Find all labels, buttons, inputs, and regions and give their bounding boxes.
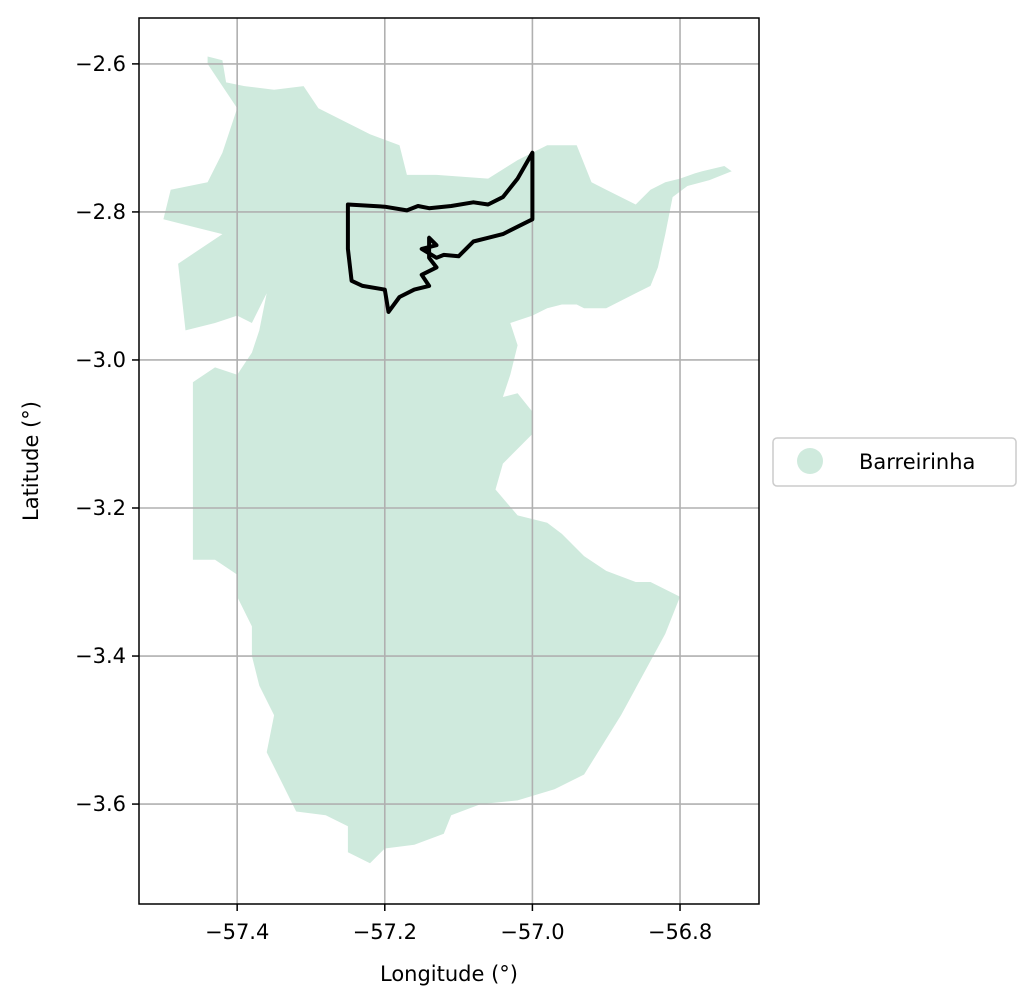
- gridlines: [139, 18, 759, 904]
- x-tick-label: −57.4: [205, 920, 269, 944]
- y-tick-label: −3.6: [75, 792, 126, 816]
- x-tick-label: −56.8: [648, 920, 712, 944]
- y-tick-label: −3.4: [75, 644, 126, 668]
- x-tick-label: −57.0: [500, 920, 564, 944]
- legend-marker-barreirinha: [797, 448, 823, 474]
- legend-label-barreirinha: Barreirinha: [859, 450, 975, 474]
- plot-area: [138, 17, 760, 905]
- y-axis: −2.6 −2.8 −3.0 −3.2 −3.4 −3.6: [75, 52, 139, 816]
- region-barreirinha: [163, 56, 732, 864]
- x-tick-label: −57.2: [353, 920, 417, 944]
- legend: Barreirinha: [772, 437, 1017, 487]
- legend-frame: [772, 437, 1017, 487]
- axes-frame: [138, 17, 760, 905]
- y-tick-label: −3.2: [75, 496, 126, 520]
- x-axis-label: Longitude (°): [380, 962, 518, 986]
- y-tick-label: −2.8: [75, 200, 126, 224]
- y-tick-label: −2.6: [75, 52, 126, 76]
- x-axis: −57.4 −57.2 −57.0 −56.8: [205, 904, 712, 944]
- region-outline: [345, 150, 535, 314]
- y-axis-label: Latitude (°): [19, 401, 43, 521]
- y-tick-label: −3.0: [75, 348, 126, 372]
